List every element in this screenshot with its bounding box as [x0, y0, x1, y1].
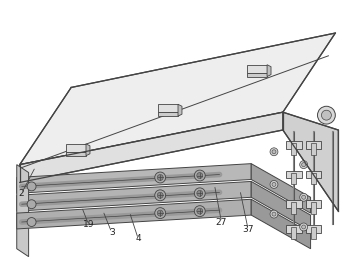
Bar: [291, 173, 296, 185]
Circle shape: [270, 148, 278, 156]
Polygon shape: [247, 73, 267, 76]
Circle shape: [155, 208, 166, 218]
Polygon shape: [20, 112, 283, 182]
Text: 19: 19: [83, 220, 95, 229]
Bar: [291, 227, 296, 239]
Text: 3: 3: [109, 228, 115, 237]
Circle shape: [300, 161, 308, 169]
Text: 37: 37: [242, 225, 254, 234]
Bar: [286, 200, 302, 208]
Circle shape: [197, 173, 203, 179]
Circle shape: [155, 190, 166, 201]
Circle shape: [272, 182, 276, 186]
Circle shape: [302, 163, 306, 167]
Circle shape: [302, 195, 306, 199]
Polygon shape: [251, 164, 311, 213]
Polygon shape: [158, 104, 178, 112]
Polygon shape: [251, 181, 311, 231]
Bar: [306, 171, 321, 179]
Bar: [286, 171, 302, 179]
Circle shape: [300, 223, 308, 231]
Polygon shape: [251, 199, 311, 249]
Circle shape: [157, 175, 163, 180]
Polygon shape: [178, 104, 182, 116]
Circle shape: [270, 210, 278, 218]
Polygon shape: [66, 152, 86, 156]
Circle shape: [300, 193, 308, 201]
Polygon shape: [17, 164, 251, 193]
Bar: [286, 225, 302, 233]
Circle shape: [194, 188, 205, 199]
Circle shape: [155, 172, 166, 183]
Circle shape: [157, 192, 163, 198]
Polygon shape: [20, 33, 335, 165]
Polygon shape: [17, 181, 251, 211]
Text: 27: 27: [216, 218, 227, 227]
Circle shape: [272, 150, 276, 154]
Circle shape: [270, 180, 278, 188]
Polygon shape: [17, 165, 29, 257]
Circle shape: [194, 206, 205, 217]
Circle shape: [302, 225, 306, 229]
Polygon shape: [267, 65, 271, 76]
Polygon shape: [86, 144, 90, 156]
Text: 2: 2: [19, 189, 24, 198]
Polygon shape: [17, 199, 251, 229]
Text: 4: 4: [135, 234, 141, 244]
Bar: [311, 202, 316, 214]
Circle shape: [318, 106, 335, 124]
Polygon shape: [158, 112, 178, 116]
Circle shape: [197, 190, 203, 196]
Bar: [286, 141, 302, 149]
Circle shape: [27, 218, 36, 227]
Polygon shape: [247, 65, 267, 73]
Bar: [306, 141, 321, 149]
Circle shape: [157, 210, 163, 216]
Circle shape: [272, 212, 276, 216]
Circle shape: [197, 208, 203, 214]
Bar: [306, 200, 321, 208]
Bar: [311, 227, 316, 239]
Circle shape: [27, 182, 36, 191]
Circle shape: [194, 170, 205, 181]
Polygon shape: [283, 112, 338, 211]
Bar: [291, 143, 296, 155]
Bar: [311, 143, 316, 155]
Bar: [291, 202, 296, 214]
Bar: [306, 225, 321, 233]
Polygon shape: [66, 144, 86, 152]
Circle shape: [321, 110, 332, 120]
Bar: [311, 173, 316, 185]
Circle shape: [27, 200, 36, 209]
